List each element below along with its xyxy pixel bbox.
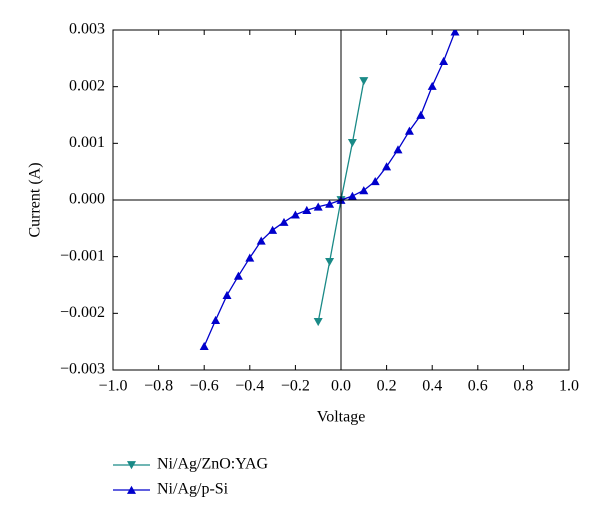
x-tick-label: 0.0 xyxy=(331,378,351,395)
data-point xyxy=(256,236,266,245)
data-point xyxy=(222,290,232,300)
legend-label: Ni/Ag/ZnO:YAG xyxy=(157,456,269,473)
data-point xyxy=(359,186,369,195)
data-point xyxy=(302,205,312,215)
legend-marker xyxy=(127,461,136,470)
data-point xyxy=(313,202,323,211)
data-point xyxy=(347,138,357,148)
x-tick-label: −0.6 xyxy=(190,378,219,395)
y-tick-label: −0.002 xyxy=(60,304,105,321)
data-point xyxy=(393,145,403,154)
data-point xyxy=(416,110,426,119)
x-tick-label: 1.0 xyxy=(559,378,579,395)
data-point xyxy=(290,210,300,219)
data-point xyxy=(370,177,380,186)
y-tick-label: 0.000 xyxy=(69,191,105,208)
y-tick-label: 0.001 xyxy=(69,134,105,151)
data-point xyxy=(233,271,243,280)
plot-area xyxy=(199,30,460,351)
x-tick-label: −0.4 xyxy=(235,378,264,395)
legend-label: Ni/Ag/p-Si xyxy=(157,481,229,498)
data-point xyxy=(325,257,335,267)
data-point xyxy=(199,341,209,351)
x-tick-label: 0.6 xyxy=(468,378,488,395)
data-point xyxy=(325,199,335,208)
data-point xyxy=(347,191,357,200)
x-tick-label: 0.8 xyxy=(513,378,533,395)
data-point xyxy=(359,77,369,86)
data-point xyxy=(382,162,392,171)
data-point xyxy=(279,217,289,226)
y-tick-label: 0.003 xyxy=(69,21,105,38)
data-point xyxy=(313,318,323,327)
data-point xyxy=(404,126,414,135)
series-line xyxy=(203,31,456,347)
x-tick-label: −0.2 xyxy=(281,378,310,395)
data-point xyxy=(427,81,437,90)
y-axis-label: Current (A) xyxy=(27,162,44,237)
legend-marker xyxy=(127,485,136,494)
data-point xyxy=(268,225,278,234)
y-tick-label: −0.001 xyxy=(60,247,105,264)
data-point xyxy=(245,253,255,262)
x-tick-label: 0.2 xyxy=(377,378,397,395)
data-point xyxy=(450,30,460,36)
y-tick-label: −0.003 xyxy=(60,361,105,378)
x-tick-label: 0.4 xyxy=(422,378,442,395)
y-tick-label: 0.002 xyxy=(69,77,105,94)
data-point xyxy=(439,56,449,65)
x-tick-label: −1.0 xyxy=(98,378,127,395)
x-axis-label: Voltage xyxy=(317,409,366,426)
data-point xyxy=(211,315,221,324)
x-tick-label: −0.8 xyxy=(144,378,173,395)
